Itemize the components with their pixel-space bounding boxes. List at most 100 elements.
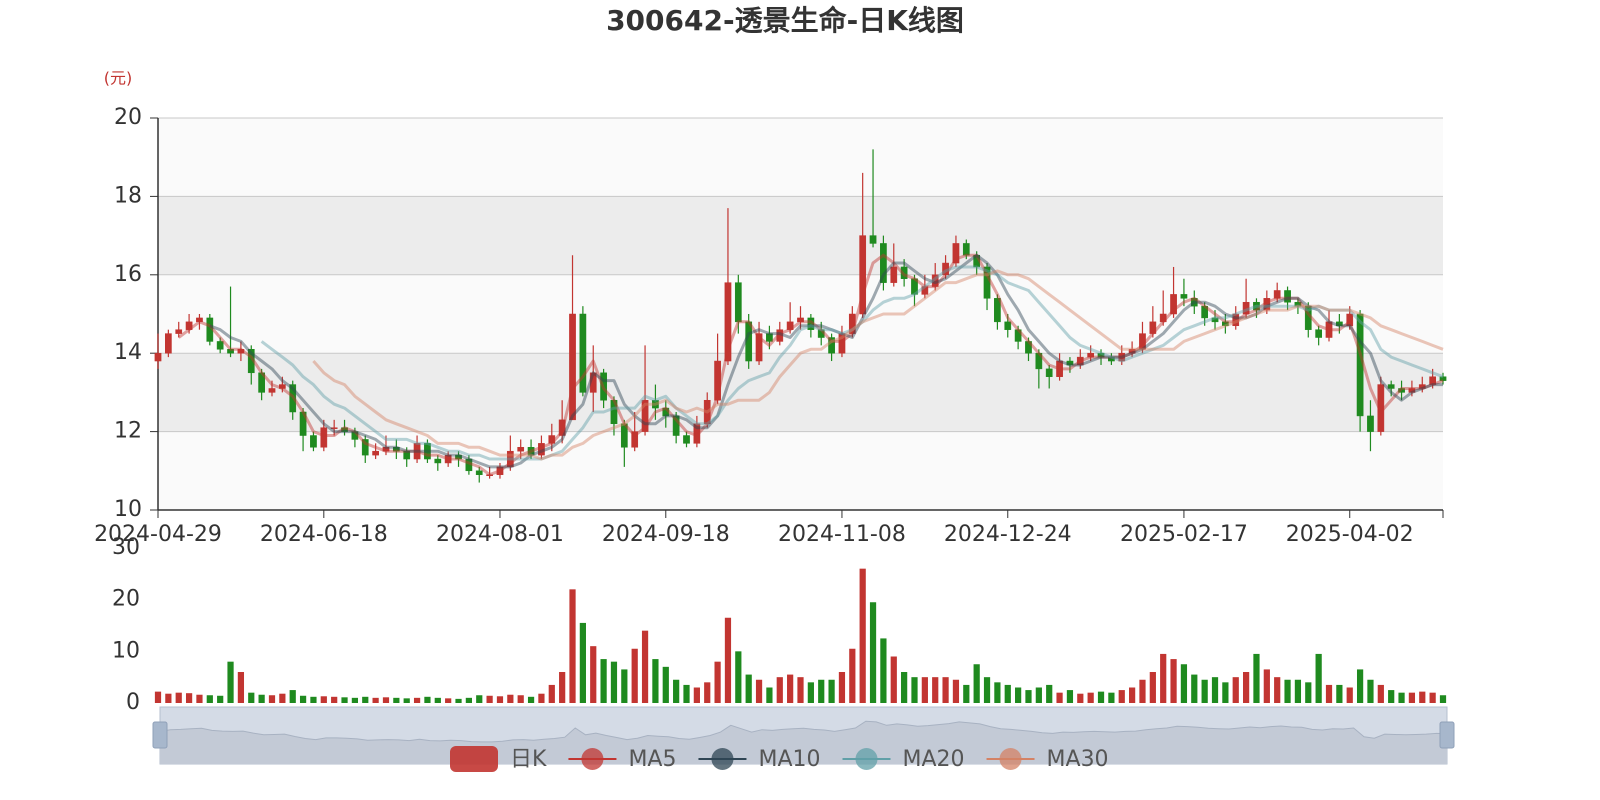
volume-bar bbox=[569, 589, 576, 703]
volume-bar bbox=[548, 684, 555, 703]
volume-bar bbox=[849, 648, 856, 703]
candle-body bbox=[1242, 301, 1250, 315]
legend-label[interactable]: MA10 bbox=[758, 747, 820, 772]
candle-body bbox=[620, 423, 628, 448]
candle-body bbox=[538, 443, 545, 456]
volume-bar bbox=[621, 669, 628, 703]
candle-body bbox=[973, 254, 981, 268]
candle-body bbox=[962, 243, 970, 256]
candle-body bbox=[1170, 294, 1177, 315]
candle-body bbox=[1190, 298, 1198, 307]
candle-body bbox=[1149, 321, 1157, 334]
x-tick-label: 2024-09-18 bbox=[602, 522, 730, 547]
volume-bar bbox=[248, 692, 255, 703]
volume-bar bbox=[828, 679, 835, 703]
volume-bar bbox=[921, 677, 928, 703]
candle-body bbox=[1025, 341, 1032, 354]
y-tick-label: 12 bbox=[114, 419, 142, 444]
candle-body bbox=[1076, 356, 1084, 366]
candle-body bbox=[828, 337, 835, 354]
candle-body bbox=[413, 443, 421, 460]
candle-body bbox=[1377, 384, 1385, 432]
volume-bar bbox=[1077, 693, 1084, 703]
volume-tick-label: 10 bbox=[112, 638, 140, 663]
volume-bar bbox=[610, 661, 618, 703]
candle-body bbox=[641, 399, 649, 432]
candle-body bbox=[310, 435, 317, 448]
y-unit: (元) bbox=[104, 69, 133, 88]
candle-body bbox=[631, 431, 639, 448]
volume-bar bbox=[1201, 679, 1208, 703]
legend-label[interactable]: MA30 bbox=[1047, 747, 1109, 772]
volume-bar bbox=[994, 682, 1001, 703]
split-area bbox=[158, 118, 1443, 197]
volume-bar bbox=[683, 684, 690, 703]
candle-body bbox=[1325, 321, 1333, 338]
candle-body bbox=[341, 427, 348, 432]
candle-body bbox=[952, 243, 960, 264]
volume-bar bbox=[1398, 692, 1405, 703]
candle-body bbox=[299, 411, 307, 436]
candle-body bbox=[1429, 376, 1436, 385]
candle-body bbox=[714, 360, 721, 401]
volume-bar bbox=[838, 672, 846, 703]
volume-bar bbox=[393, 697, 400, 703]
legend-label[interactable]: 日K bbox=[510, 747, 547, 772]
zoom-handle[interactable] bbox=[1439, 721, 1455, 749]
candle-body bbox=[931, 274, 939, 287]
volume-bar bbox=[455, 698, 462, 703]
y-tick-label: 18 bbox=[114, 183, 142, 208]
candle-body bbox=[1408, 388, 1416, 393]
candle-body bbox=[196, 317, 203, 323]
candle-body bbox=[911, 278, 918, 295]
candle-body bbox=[1108, 356, 1115, 362]
y-tick-label: 20 bbox=[114, 105, 142, 130]
volume-bar bbox=[963, 684, 970, 703]
volume-bar bbox=[445, 698, 452, 703]
candle-body bbox=[258, 372, 265, 393]
volume-bar bbox=[268, 695, 276, 703]
volume-bar bbox=[652, 659, 659, 703]
volume-bar bbox=[859, 568, 866, 703]
candle-body bbox=[807, 317, 815, 330]
candle-body bbox=[154, 352, 162, 362]
candle-body bbox=[1294, 301, 1302, 307]
volume-bar bbox=[1439, 695, 1447, 703]
x-tick-label: 2024-12-24 bbox=[944, 522, 1072, 547]
candle-body bbox=[1128, 349, 1136, 354]
volume-bar bbox=[1367, 679, 1374, 703]
volume-bar bbox=[631, 648, 638, 703]
candle-body bbox=[652, 399, 659, 409]
volume-bar bbox=[279, 693, 286, 703]
volume-bar bbox=[185, 693, 193, 703]
candle-body bbox=[1232, 313, 1240, 327]
candle-body bbox=[1180, 294, 1188, 299]
zoom-handle[interactable] bbox=[152, 721, 168, 749]
volume-bar bbox=[1118, 690, 1125, 703]
candle-body bbox=[1004, 321, 1012, 330]
volume-bar bbox=[952, 679, 960, 703]
legend-label[interactable]: MA20 bbox=[903, 747, 965, 772]
ma-line bbox=[177, 253, 1444, 477]
candle-body bbox=[372, 450, 379, 456]
volume-bar bbox=[434, 697, 441, 703]
candle-body bbox=[662, 407, 670, 417]
volume-bar bbox=[1108, 692, 1115, 703]
candle-body bbox=[1253, 301, 1260, 311]
volume-bar bbox=[600, 659, 607, 703]
volume-bar bbox=[797, 677, 804, 703]
volume-bar bbox=[673, 679, 680, 703]
ma-line bbox=[312, 269, 1444, 461]
volume-bar bbox=[911, 677, 918, 703]
candle-body bbox=[237, 349, 245, 354]
candle-body bbox=[942, 262, 949, 276]
split-area bbox=[158, 196, 1443, 275]
legend-label[interactable]: MA5 bbox=[628, 747, 676, 772]
volume-bar bbox=[1356, 669, 1364, 703]
candle-body bbox=[1035, 352, 1043, 370]
candle-body bbox=[900, 266, 908, 279]
volume-tick-label: 30 bbox=[112, 535, 140, 560]
volume-bar bbox=[217, 695, 224, 703]
split-area bbox=[158, 353, 1443, 432]
volume-bar bbox=[766, 687, 773, 703]
